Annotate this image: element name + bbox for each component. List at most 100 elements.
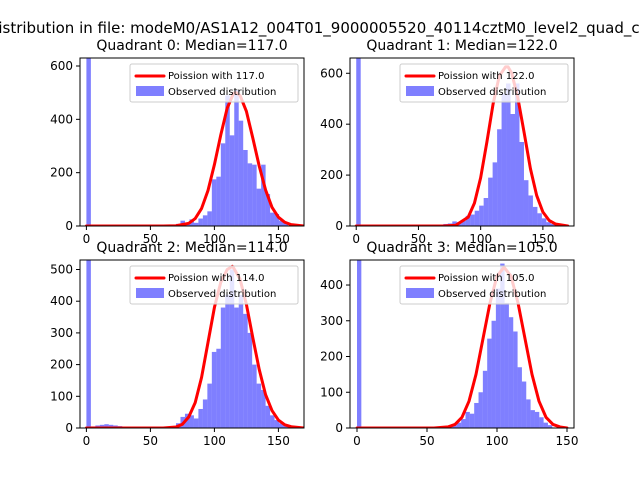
histogram-bar [501,93,507,226]
histogram-bar [86,260,91,428]
histogram-bar [528,195,533,226]
x-tick-label: 100 [486,434,509,448]
y-tick-label: 400 [320,278,343,292]
subplot-2: 0 50 100 150 0 100 200 300 400 500 Quadrant 2: Med… [50,240,305,448]
histogram-bar [220,143,226,226]
histogram-bar [108,424,114,428]
histogram-bar [252,364,257,428]
legend-poisson-label: Poission with 117.0 [168,71,264,82]
axes-frame [349,57,575,227]
histogram-bar [238,120,244,226]
y-tick-label: 300 [50,326,73,340]
histogram-bar [279,220,284,226]
histogram-bar [202,215,208,226]
histogram-bar [521,381,527,428]
subplot-1: 0 50 100 150 0 200 400 600 Quadrant 1: Median=12… [320,38,575,246]
histogram-bar [506,83,511,226]
histogram-bar [478,392,483,428]
histogram-bar [256,383,262,428]
histogram-bar [469,413,475,428]
histogram-bar [452,425,457,428]
histogram-bar [523,180,529,226]
x-tick-label: 50 [143,232,158,246]
legend-histogram-swatch [136,86,164,96]
legend-histogram-swatch [406,86,434,96]
histogram-bar [229,269,235,428]
histogram-bar [261,389,266,428]
legend-observed-label: Observed distribution [168,289,276,300]
histogram-bar [508,317,514,428]
legend-observed-label: Observed distribution [438,289,546,300]
subplot-title: Quadrant 1: Median=122.0 [366,38,557,54]
histogram-bar [470,214,475,226]
histogram-bar [211,179,217,226]
y-tick-label: 500 [50,263,73,277]
histogram-bar [238,294,244,428]
legend-poisson-label: Poission with 105.0 [438,273,534,284]
histogram-bar [452,221,457,226]
histogram-bar [270,212,275,226]
legend-histogram-swatch [406,288,434,298]
histogram-bar [491,320,496,428]
histogram-bar [550,223,556,226]
y-tick-label: 600 [320,66,343,80]
y-tick-label: 600 [50,59,73,73]
subplot-3: 0 50 100 150 0 100 200 300 400 Quadrant 3: Median… [320,240,578,448]
histogram-bar [225,95,230,226]
histogram-bar [546,222,551,226]
histogram-bar [256,188,262,226]
axes-frame [79,259,305,429]
x-tick-label: 50 [143,434,158,448]
histogram-bar [534,411,540,428]
histogram-bar [482,370,488,428]
histogram-bar [234,90,239,226]
histogram-bar [510,114,516,226]
axes-frame [349,259,575,429]
histogram-bar [216,348,221,428]
histogram-bar [530,410,535,428]
histogram-bar [86,58,91,226]
y-tick-label: 400 [50,294,73,308]
histogram-bar [500,263,505,428]
histogram-bar [488,177,493,226]
legend-poisson-label: Poission with 122.0 [438,71,534,82]
histogram-bar [495,288,501,428]
y-tick-label: 400 [320,117,343,131]
histogram-bar [283,223,288,226]
y-tick-label: 200 [320,168,343,182]
y-tick-label: 100 [320,385,343,399]
subplot-0: 0 50 100 150 0 200 400 600 Quadrant 0: Median=11… [50,38,305,246]
y-tick-label: 0 [65,421,73,435]
histogram-bar [247,163,253,226]
legend-histogram-swatch [136,288,164,298]
x-tick-label: 150 [531,232,554,246]
histogram-bar [465,215,471,226]
histogram-bar [479,205,484,226]
legend: Poission with 122.0 Observed distribution [399,63,569,103]
histogram-bar [265,405,271,428]
y-tick-label: 200 [50,358,73,372]
histogram-bar [543,422,548,428]
x-tick-label: 100 [469,232,492,246]
histogram-bar [189,415,194,428]
histogram-bar [474,402,479,428]
histogram-bar [220,307,226,428]
x-tick-label: 150 [267,434,290,448]
legend: Poission with 117.0 Observed distribution [129,63,299,103]
histogram-bar [279,423,284,428]
y-tick-label: 0 [335,421,343,435]
histogram-bar [541,218,547,226]
y-tick-label: 200 [320,350,343,364]
x-tick-label: 0 [83,434,91,448]
legend-box [399,63,569,103]
histogram-bar [193,418,199,428]
histogram-bar [515,83,520,226]
histogram-bar [539,417,544,428]
x-tick-label: 0 [83,232,91,246]
histogram-bar [461,419,466,428]
histogram-bar [547,425,553,428]
histogram-bar [234,307,239,428]
legend-box [399,265,569,305]
y-tick-label: 200 [50,166,73,180]
